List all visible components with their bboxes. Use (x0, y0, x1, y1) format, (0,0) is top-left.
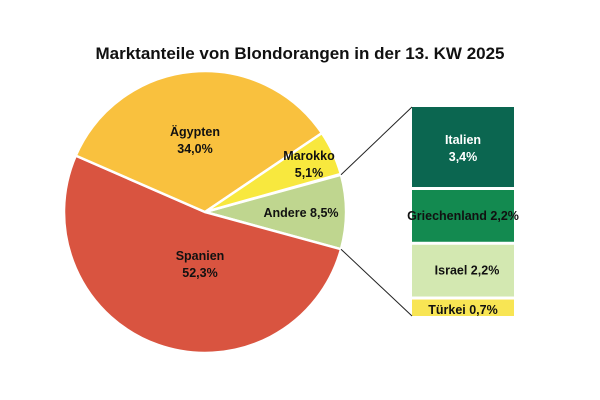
pie-slice-marokko (204, 131, 343, 214)
connector-line-bottom (340, 248, 413, 317)
bar-segment-türkei (412, 299, 514, 316)
bar-label-italien: Italien 3,4% (445, 133, 481, 164)
slice-label-spanien: Spanien 52,3% (176, 249, 225, 280)
pie-slice-spanien (62, 153, 343, 355)
bar-segment-italien (412, 107, 514, 187)
connector-line-top (340, 106, 413, 176)
bar-label-israel: Israel 2,2% (435, 264, 500, 278)
chart-title: Marktanteile von Blondorangen in der 13.… (95, 44, 505, 63)
bar-label-griechenland: Griechenland 2,2% (407, 209, 519, 223)
bar-segment-israel (412, 244, 514, 297)
slice-label-andere: Andere 8,5% (263, 206, 338, 220)
slice-label-aegypten: Ägypten 34,0% (170, 124, 220, 156)
bar-segment-griechenland (412, 190, 514, 242)
bar-label-türkei: Türkei 0,7% (428, 303, 497, 317)
slice-label-marokko: Marokko 5,1% (283, 149, 335, 180)
pie-slice-ägypten (74, 69, 324, 214)
